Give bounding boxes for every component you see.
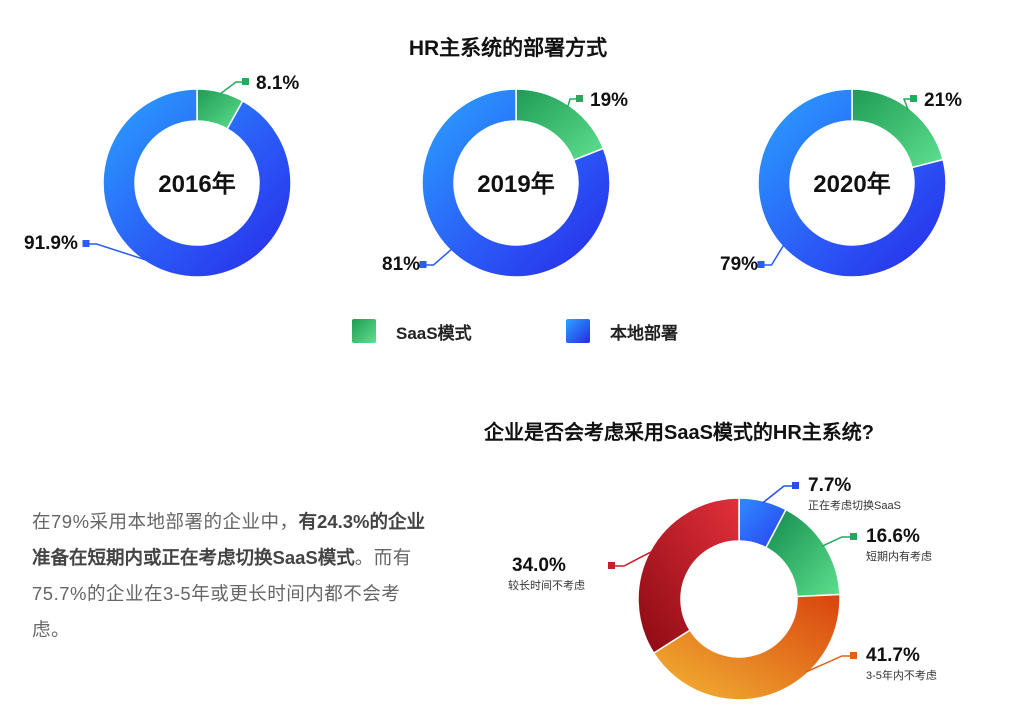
- summary-paragraph: 在79%采用本地部署的企业中，有24.3%的企业准备在短期内或正在考虑切换Saa…: [32, 504, 432, 648]
- donut-0-slice-1: [102, 88, 292, 278]
- chart-title-deployment: HR主系统的部署方式: [408, 37, 608, 60]
- consider-donut-slice-2: [652, 593, 841, 701]
- consider-slice-1-marker: [850, 533, 857, 540]
- legend-swatch-local: [566, 319, 590, 343]
- summary-highlight: 有24.3%的企业准备在短期内或正在考虑切换SaaS模式: [32, 511, 425, 568]
- consider-slice-1-name-label: 短期内有考虑: [866, 549, 932, 563]
- consider-slice-0-leader: [762, 485, 792, 504]
- legend-label-local: 本地部署: [610, 323, 678, 343]
- donut-2-local-leader: [764, 244, 785, 266]
- donut-0-local-marker: [82, 240, 90, 247]
- donut-2-slice-1: [757, 88, 947, 278]
- chart-title-consideration: 企业是否会考虑采用SaaS模式的HR主系统?: [484, 422, 875, 444]
- donut-2-local-value-label: 79%: [720, 254, 758, 275]
- donut-2-saas-value-label: 21%: [924, 90, 962, 111]
- consider-slice-3-name-label: 较长时间不考虑: [508, 578, 585, 592]
- donut-0-saas-leader: [219, 81, 242, 95]
- donut-1-slice-1: [421, 88, 611, 278]
- consider-slice-2-name-label: 3-5年内不考虑: [866, 668, 937, 682]
- consider-slice-1-leader: [822, 536, 850, 547]
- donut-2-local-marker: [757, 261, 765, 268]
- consider-slice-2-value-label: 41.7%: [866, 645, 920, 666]
- consider-slice-0-name-label: 正在考虑切换SaaS: [808, 498, 901, 512]
- legend-item-local: 本地部署: [566, 318, 678, 344]
- consider-slice-3-value-label: 34.0%: [512, 555, 566, 576]
- donut-1-saas-leader: [566, 98, 576, 108]
- donut-0-saas-value-label: 8.1%: [256, 73, 299, 94]
- consider-slice-2-leader: [805, 655, 850, 673]
- donut-1-saas-marker: [576, 95, 583, 102]
- consider-donut-slice-3: [637, 497, 740, 655]
- donut-1-center-label: 2019年: [477, 170, 554, 198]
- donut-1-local-leader: [426, 248, 453, 266]
- consider-slice-2-marker: [850, 652, 857, 659]
- donut-2-center-label: 2020年: [813, 170, 890, 198]
- legend-swatch-saas: [352, 319, 376, 343]
- consider-slice-0-value-label: 7.7%: [808, 475, 851, 496]
- donut-0-local-leader: [89, 243, 148, 262]
- consider-slice-3-marker: [608, 562, 615, 569]
- consider-slice-0-marker: [792, 482, 799, 489]
- summary-part-3: 。而有75.7%的企业在3-5年或更长时间内都不会考虑。: [32, 547, 412, 640]
- donut-0-local-value-label: 91.9%: [24, 233, 78, 254]
- donut-2-saas-leader: [902, 98, 910, 111]
- donut-0-center-label: 2016年: [158, 170, 235, 198]
- donut-0-saas-marker: [242, 78, 249, 85]
- donut-1-saas-value-label: 19%: [590, 90, 628, 111]
- legend-label-saas: SaaS模式: [396, 323, 472, 343]
- donut-2-saas-marker: [910, 95, 917, 102]
- consider-slice-1-value-label: 16.6%: [866, 526, 920, 547]
- donut-1-local-value-label: 81%: [382, 254, 420, 275]
- summary-part-1: 在79%采用本地部署的企业中，: [32, 511, 299, 532]
- legend-item-saas: SaaS模式: [352, 318, 472, 344]
- consider-slice-3-leader: [615, 550, 653, 567]
- donut-1-local-marker: [419, 261, 427, 268]
